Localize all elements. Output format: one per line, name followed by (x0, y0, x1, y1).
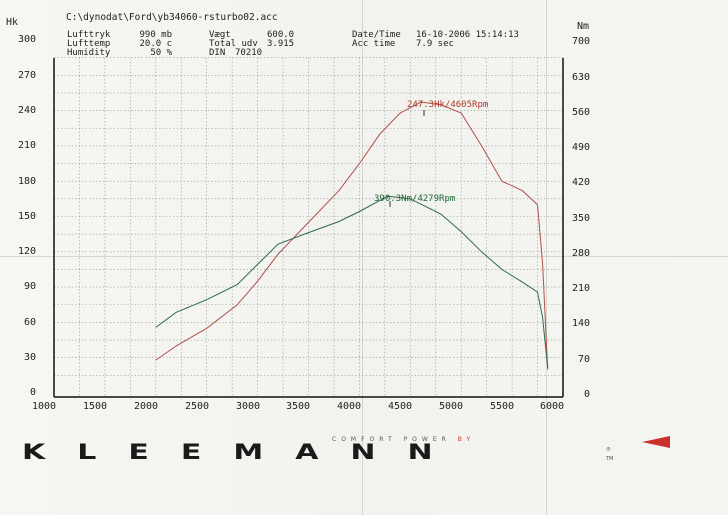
y-tick: 90 (23, 281, 36, 292)
y-tick: 210 (17, 140, 36, 151)
kleemann-logo: KLEEMANN (22, 440, 465, 465)
y2-tick: 420 (572, 177, 591, 188)
field-label: Date/Time (352, 30, 401, 40)
field-label: Vægt (209, 30, 231, 40)
x-tick: 2500 (184, 401, 210, 412)
power-curve (155, 101, 549, 370)
file-path: C:\dynodat\Ford\yb34060-rsturbo02.acc (66, 12, 278, 23)
x-tick: 3000 (235, 401, 261, 412)
red-arrow-icon (642, 436, 670, 448)
field-value: 7.9 sec (416, 39, 454, 49)
field-label: Humidity (67, 48, 111, 58)
field-label: Lufttryk (67, 30, 111, 40)
x-tick: 4500 (387, 401, 413, 412)
registered-mark: ® (606, 447, 611, 453)
field-value: 16-10-2006 15:14:13 (416, 30, 519, 40)
y2-tick: 210 (572, 283, 591, 294)
paper-fold (546, 0, 547, 515)
y2-tick: 350 (572, 213, 591, 224)
y2-tick: 560 (572, 107, 591, 118)
x-tick: 2000 (133, 401, 159, 412)
x-tick: 1000 (31, 401, 57, 412)
y-tick: 150 (17, 211, 36, 222)
y2-tick: 280 (572, 248, 591, 259)
x-tick: 5500 (489, 401, 515, 412)
y2-tick: 140 (572, 318, 591, 329)
paper-fold (362, 0, 363, 515)
x-tick: 6000 (539, 401, 565, 412)
field-value: 3.915 (267, 39, 295, 49)
right-axis-unit: Nm (577, 21, 590, 32)
y-tick: 180 (17, 176, 36, 187)
y2-tick: 700 (572, 36, 591, 47)
y2-tick: 630 (572, 72, 591, 83)
field-value: 50 % (150, 48, 172, 58)
trademark: TM (606, 456, 614, 462)
y2-tick: 490 (572, 142, 591, 153)
field-label: Total udv (209, 39, 258, 49)
chart-grid (54, 57, 563, 397)
y2-tick: 70 (578, 354, 591, 365)
y-tick: 60 (23, 317, 36, 328)
field-value: 20.0 c (139, 39, 172, 49)
paper-fold (0, 256, 728, 257)
field-value: 990 mb (139, 30, 172, 40)
torque-peak-label: 390.3Nm/4279Rpm (374, 194, 456, 204)
power-peak-label: 247.3Hk/4605Rpm (407, 100, 489, 110)
y-tick: 300 (17, 34, 36, 45)
tagline: COMFORT POWER BY (332, 436, 476, 443)
x-tick: 3500 (285, 401, 311, 412)
x-tick: 5000 (438, 401, 464, 412)
left-axis-unit: Hk (6, 17, 19, 28)
field-label: Lufttemp (67, 39, 111, 49)
field-label: Acc time (352, 39, 396, 49)
field-value: 600.0 (267, 30, 295, 40)
y-tick: 0 (29, 387, 36, 398)
x-tick: 1500 (82, 401, 108, 412)
y-tick: 240 (17, 105, 36, 116)
field-value: 70210 (235, 48, 263, 58)
y-tick: 270 (17, 70, 36, 81)
field-label: DIN (209, 48, 226, 58)
y-tick: 30 (23, 352, 36, 363)
torque-curve (155, 195, 549, 368)
x-tick: 4000 (336, 401, 362, 412)
y-tick: 120 (17, 246, 36, 257)
y2-tick: 0 (584, 389, 591, 400)
